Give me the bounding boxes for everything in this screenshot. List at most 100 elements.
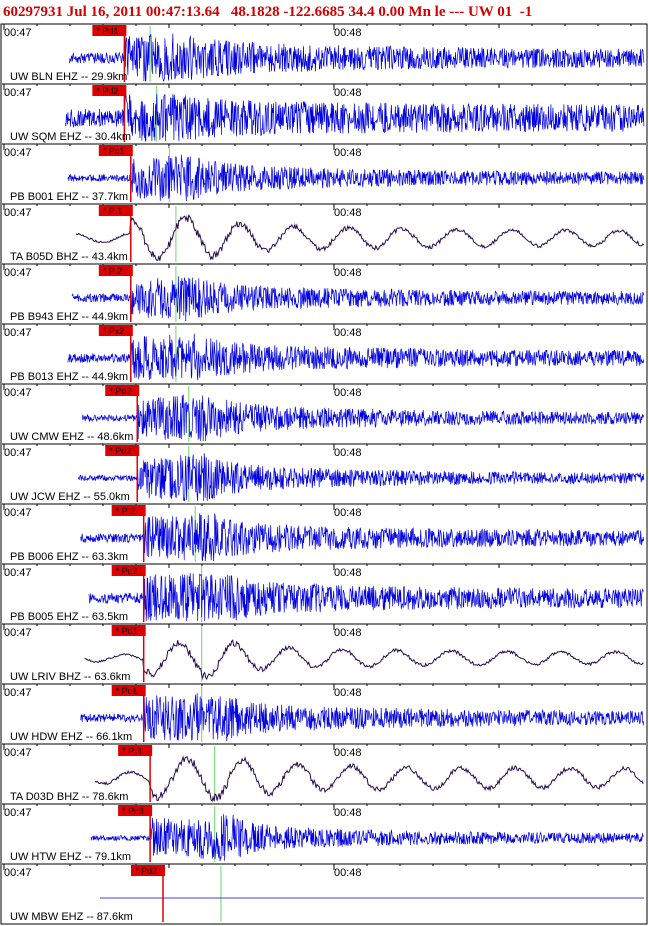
station-panel: 00:47 00:48 * Pd1 UW BLN EHZ -- 29.9km xyxy=(2,24,646,85)
station-label: PB B006 EHZ -- 63.3km xyxy=(10,551,128,563)
waveform-trace xyxy=(80,513,645,562)
pick-label: * Pc1 xyxy=(103,146,125,156)
time-label-start: 00:47 xyxy=(4,207,32,219)
time-label-start: 00:47 xyxy=(4,507,32,519)
pick-label-box xyxy=(98,325,133,336)
time-label-start: 00:47 xyxy=(4,627,32,639)
pick-label-box xyxy=(92,25,127,36)
pick-label: * P 2 xyxy=(116,506,135,516)
time-label-mid: 00:48 xyxy=(334,627,362,639)
time-label-start: 00:47 xyxy=(4,447,32,459)
pick-label: * Pc1 xyxy=(116,686,138,696)
station-panel: 00:47 00:48 * P 2 PB B943 EHZ -- 44.9km xyxy=(2,264,646,325)
station-label: UW MBW EHZ -- 87.6km xyxy=(10,911,133,923)
station-label: PB B943 EHZ -- 44.9km xyxy=(10,311,128,323)
time-label-start: 00:47 xyxy=(4,27,32,39)
time-label-start: 00:47 xyxy=(4,807,32,819)
time-label-start: 00:47 xyxy=(4,687,32,699)
pick-label: * Pc2 xyxy=(116,566,138,576)
station-label: TA B05D BHZ -- 43.4km xyxy=(10,251,128,263)
waveform-trace xyxy=(71,276,645,322)
station-label: TA D03D BHZ -- 78.6km xyxy=(10,791,128,803)
time-label-mid: 00:48 xyxy=(334,327,362,339)
station-label: UW SQM EHZ -- 30.4km xyxy=(10,131,131,143)
time-label-start: 00:47 xyxy=(4,267,32,279)
waveform-trace xyxy=(67,333,645,381)
station-panel: 00:47 00:48 * P 3 TA D03D BHZ -- 78.6km xyxy=(2,744,646,805)
pick-label-box xyxy=(118,745,153,756)
pick-label: * Pd1 xyxy=(96,26,118,36)
time-label-start: 00:47 xyxy=(4,567,32,579)
pick-label-box xyxy=(98,145,133,156)
station-panel: 00:47 00:48 * Pd2 UW SQM EHZ -- 30.4km xyxy=(2,84,646,145)
station-label: PB B001 EHZ -- 37.7km xyxy=(10,191,128,203)
pick-label: * Pd2 xyxy=(109,386,131,396)
pick-label-box xyxy=(131,865,165,876)
waveform-trace xyxy=(65,93,645,143)
pick-label-box xyxy=(105,445,140,456)
waveform-trace xyxy=(80,693,645,742)
station-label: PB B013 EHZ -- 44.9km xyxy=(10,371,128,383)
station-label: UW HDW EHZ -- 66.1km xyxy=(10,731,132,743)
pick-label-box xyxy=(98,205,133,216)
waveform-trace xyxy=(67,154,645,202)
waveform-trace xyxy=(77,453,645,502)
station-label: PB B005 EHZ -- 63.5km xyxy=(10,611,128,623)
time-label-start: 00:47 xyxy=(4,327,32,339)
time-label-mid: 00:48 xyxy=(334,687,362,699)
time-label-start: 00:47 xyxy=(4,147,32,159)
time-label-mid: 00:48 xyxy=(334,567,362,579)
station-panel: 00:47 00:48 * Pd2 UW JCW EHZ -- 55.0km xyxy=(2,444,646,505)
station-panel: 00:47 00:48 * Pd1 UW LRIV BHZ -- 63.6km xyxy=(2,624,646,685)
waveform-trace xyxy=(88,573,644,622)
waveform-trace xyxy=(69,33,645,82)
station-label: UW BLN EHZ -- 29.9km xyxy=(10,71,127,83)
time-label-start: 00:47 xyxy=(4,867,32,879)
pick-label-box xyxy=(118,805,153,816)
pick-label-box xyxy=(111,565,146,576)
time-label-mid: 00:48 xyxy=(334,87,362,99)
time-label-mid: 00:48 xyxy=(334,207,362,219)
time-label-start: 00:47 xyxy=(4,387,32,399)
station-panel: 00:47 00:48 * P 2 PB B006 EHZ -- 63.3km xyxy=(2,504,646,565)
pick-label-box xyxy=(111,625,146,636)
event-header: 60297931 Jul 16, 2011 00:47:13.64 48.182… xyxy=(3,4,533,20)
time-label-mid: 00:48 xyxy=(334,867,362,879)
station-panel: 00:47 00:48 * Pd2 UW MBW EHZ -- 87.6km xyxy=(2,864,646,925)
pick-label: * P 1 xyxy=(103,206,122,216)
pick-label-box xyxy=(111,505,146,516)
pick-label: * Pc3 xyxy=(122,806,144,816)
pick-label: * P 3 xyxy=(122,746,141,756)
station-label: UW LRIV BHZ -- 63.6km xyxy=(10,671,130,683)
station-panel: 00:47 00:48 * Pc1 PB B001 EHZ -- 37.7km xyxy=(2,144,646,205)
pick-label: * Pd2 xyxy=(109,446,131,456)
station-panel: 00:47 00:48 * Pd2 UW CMW EHZ -- 48.6km xyxy=(2,384,646,445)
time-label-mid: 00:48 xyxy=(334,507,362,519)
station-panel: 00:47 00:48 * P 1 TA B05D BHZ -- 43.4km xyxy=(2,204,646,265)
pick-label-box xyxy=(92,85,127,96)
pick-label-box xyxy=(98,265,133,276)
station-panel: 00:47 00:48 * Px2 PB B013 EHZ -- 44.9km xyxy=(2,324,646,385)
pick-label: * Px2 xyxy=(103,326,125,336)
time-label-start: 00:47 xyxy=(4,87,32,99)
waveform-trace xyxy=(75,214,645,261)
station-label: UW CMW EHZ -- 48.6km xyxy=(10,431,133,443)
time-label-start: 00:47 xyxy=(4,747,32,759)
time-label-mid: 00:48 xyxy=(334,447,362,459)
station-label: UW HTW EHZ -- 79.1km xyxy=(10,851,131,863)
waveform-trace xyxy=(90,814,644,861)
waveform-trace xyxy=(81,394,645,442)
time-label-mid: 00:48 xyxy=(334,747,362,759)
station-panel: 00:47 00:48 * Pc1 UW HDW EHZ -- 66.1km xyxy=(2,684,646,745)
pick-label: * Pd2 xyxy=(135,866,157,876)
pick-label: * P 2 xyxy=(103,266,122,276)
station-panel: 00:47 00:48 * Pc3 UW HTW EHZ -- 79.1km xyxy=(2,804,646,865)
time-label-mid: 00:48 xyxy=(334,147,362,159)
waveform-trace xyxy=(94,755,644,803)
time-label-mid: 00:48 xyxy=(334,807,362,819)
pick-label: * Pd2 xyxy=(96,86,118,96)
pick-label: * Pd1 xyxy=(116,626,138,636)
time-label-mid: 00:48 xyxy=(334,387,362,399)
station-panel: 00:47 00:48 * Pc2 PB B005 EHZ -- 63.5km xyxy=(2,564,646,625)
